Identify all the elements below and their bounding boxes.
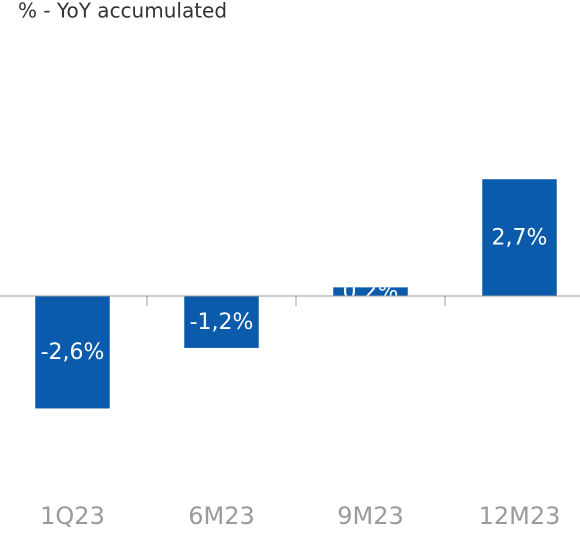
x-tick-label: 1Q23 [40, 502, 105, 530]
x-tick-label: 6M23 [188, 502, 255, 530]
bar [333, 287, 408, 296]
bar [482, 179, 557, 296]
chart-subtitle: % - YoY accumulated [18, 0, 227, 23]
x-tick-label: 9M23 [337, 502, 404, 530]
data-label: 2,7% [492, 226, 548, 251]
data-label: 0,2% [343, 280, 399, 305]
bar [35, 296, 110, 409]
x-tick-label: 12M23 [479, 502, 561, 530]
data-label: -2,6% [41, 340, 105, 365]
data-label: -1,2% [190, 310, 254, 335]
bar [184, 296, 259, 348]
